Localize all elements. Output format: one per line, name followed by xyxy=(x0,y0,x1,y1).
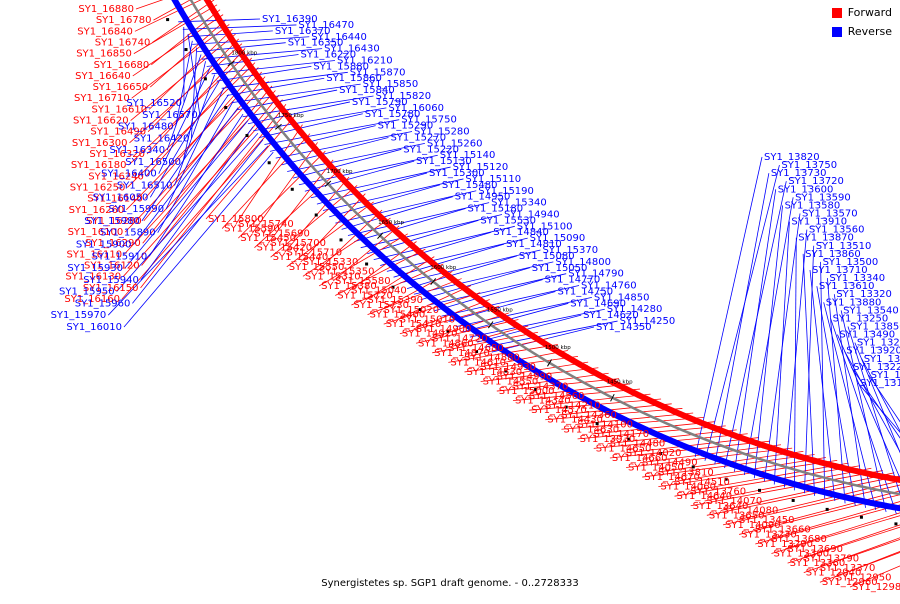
kbp-tick-label: 1750 kbp xyxy=(278,113,304,119)
reverse-gene-arrow xyxy=(893,504,900,512)
gene-label: SY1_16710 xyxy=(74,93,130,104)
gene-label: SY1_16010 xyxy=(66,322,122,333)
gene-label: SY1_15950 xyxy=(59,287,115,298)
genome-caption: Synergistetes sp. SGP1 draft genome. - 0… xyxy=(0,578,900,589)
feature-marker xyxy=(340,238,343,241)
feature-marker xyxy=(185,48,188,51)
gene-label: SY1_15990 xyxy=(108,204,164,215)
gene-label: SY1_15970 xyxy=(51,310,107,321)
gene-label: SY1_15930 xyxy=(67,263,123,274)
gene-label: SY1_16400 xyxy=(101,169,157,180)
gene-label: SY1_16500 xyxy=(125,157,181,168)
gene-label: SY1_16570 xyxy=(142,110,198,121)
leader-line xyxy=(270,126,376,152)
gene-label: SY1_15890 xyxy=(100,228,156,239)
gene-label: SY1_16640 xyxy=(75,71,131,82)
kbp-tick-label: 1800 kbp xyxy=(231,50,257,56)
gene-label: SY1_15910 xyxy=(92,251,148,262)
feature-marker xyxy=(758,489,761,492)
gene-label: SY1_16340 xyxy=(110,145,166,156)
leader-line xyxy=(150,20,226,88)
feature-marker xyxy=(860,516,863,519)
feature-marker xyxy=(291,188,294,191)
feature-marker xyxy=(245,134,248,137)
gene-label: SY1_15980 xyxy=(84,216,140,227)
gene-label: SY1_16850 xyxy=(76,49,132,60)
legend-reverse: Reverse xyxy=(832,25,892,38)
gene-label: SY1_16420 xyxy=(134,133,190,144)
gene-label: SY1_15900 xyxy=(76,239,132,250)
kbp-tick-label: 1550 kbp xyxy=(487,308,513,314)
feature-marker xyxy=(268,161,271,164)
gene-label: SY1_16650 xyxy=(93,82,149,93)
gene-label: SY1_16520 xyxy=(126,98,182,109)
kbp-tick-label: 1700 kbp xyxy=(327,169,353,175)
feature-marker xyxy=(792,499,795,502)
gene-label: SY1_13180 xyxy=(860,378,900,389)
gene-label: SY1_16880 xyxy=(78,4,134,15)
gene-label: SY1_15960 xyxy=(75,298,131,309)
legend-forward: Forward xyxy=(832,6,892,19)
kbp-tick-label: 1650 kbp xyxy=(378,220,404,226)
feature-marker xyxy=(365,263,368,266)
gene-label: SY1_16050 xyxy=(93,192,149,203)
leader-line xyxy=(354,209,465,242)
feature-marker xyxy=(826,508,829,511)
feature-marker xyxy=(315,214,318,217)
gene-label: SY1_16510 xyxy=(117,181,173,192)
kbp-tick-label: 1600 kbp xyxy=(430,265,456,271)
gene-label: SY1_14350 xyxy=(596,322,652,333)
forward-swatch xyxy=(832,8,842,18)
leader-line xyxy=(725,181,787,468)
gene-label: SY1_16840 xyxy=(77,26,133,37)
gene-label: SY1_16480 xyxy=(118,122,174,133)
strand-legend: Forward Reverse xyxy=(832,6,892,44)
leader-line xyxy=(754,205,782,478)
feature-marker xyxy=(204,77,207,80)
feature-marker xyxy=(224,106,227,109)
feature-marker xyxy=(166,18,169,21)
feature-marker xyxy=(894,522,897,525)
leader-line xyxy=(380,232,491,265)
kbp-tick-label: 1500 kbp xyxy=(545,345,571,351)
gene-label: SY1_16780 xyxy=(96,15,152,26)
gene-label: SY1_15940 xyxy=(83,275,139,286)
legend-forward-label: Forward xyxy=(848,6,892,19)
reverse-swatch xyxy=(832,27,842,37)
leader-line xyxy=(695,157,762,457)
leader-lines xyxy=(108,0,900,587)
gene-label: SY1_16680 xyxy=(94,60,150,71)
legend-reverse-label: Reverse xyxy=(848,25,892,38)
gene-label: SY1_16740 xyxy=(95,37,151,48)
kbp-tick-label: 1450 kbp xyxy=(607,379,633,385)
